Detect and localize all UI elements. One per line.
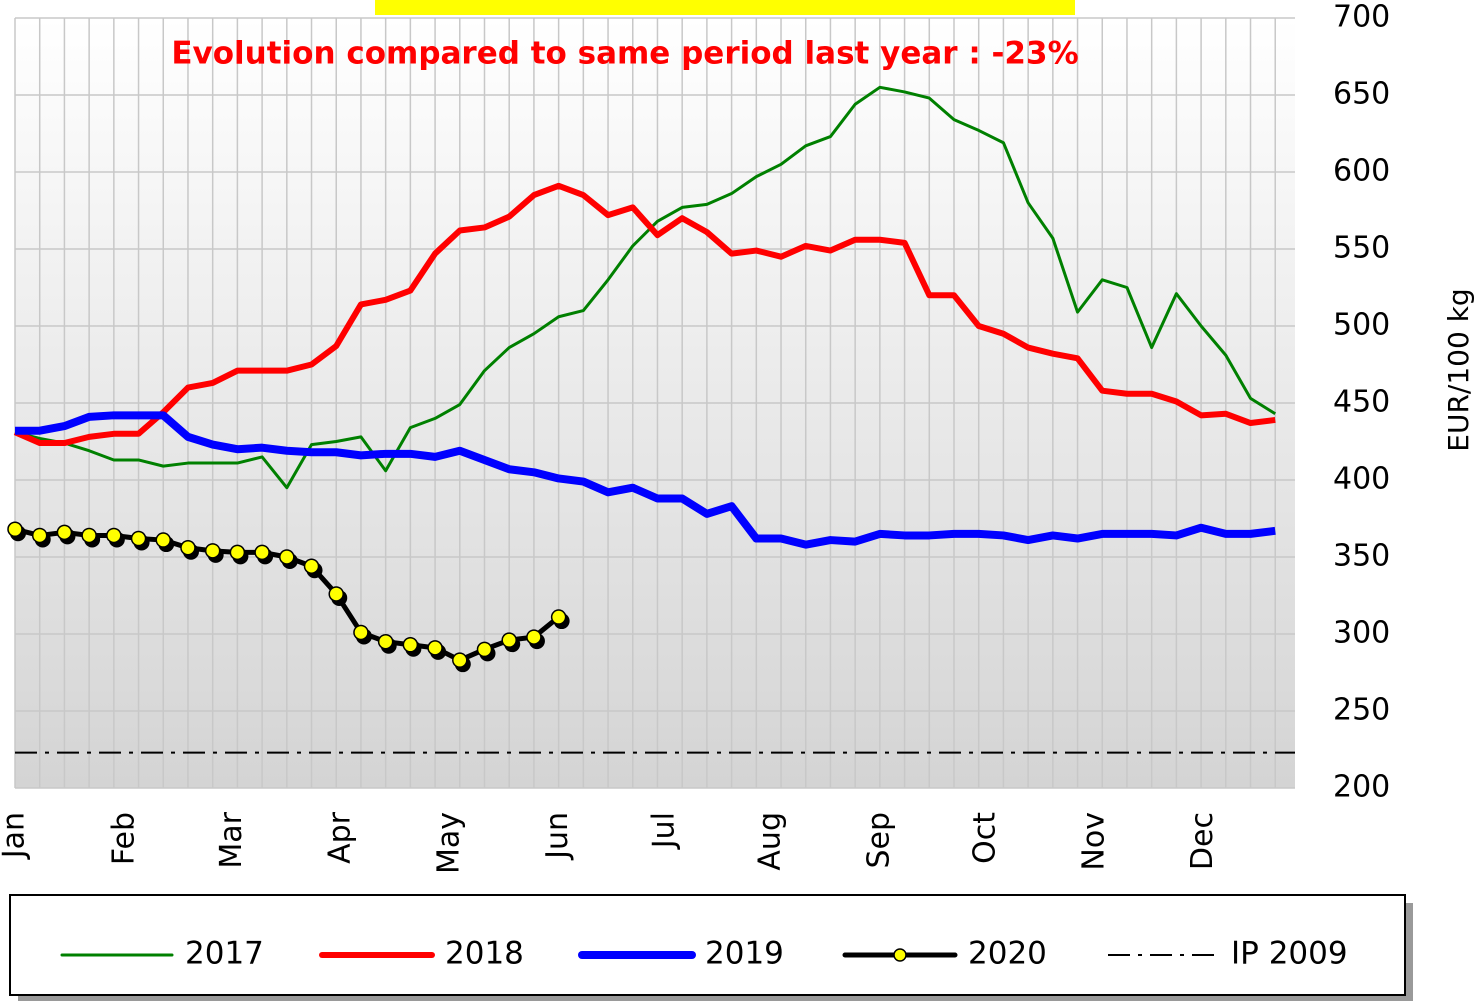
axes: 200 250 300 350 400 450 500 550 600 650 700 Jan Feb M… xyxy=(0,0,1390,874)
legend-items: 2017 2018 2019 2020 IP 2009 xyxy=(60,936,1348,972)
y-tick-label: 250 xyxy=(1333,693,1390,728)
point xyxy=(427,640,443,656)
legend-marker xyxy=(893,948,907,962)
x-tick-label: Jul xyxy=(646,812,681,850)
point xyxy=(81,527,97,544)
y-tick-label: 650 xyxy=(1333,77,1390,112)
y-tick-label: 700 xyxy=(1333,0,1390,35)
series-line xyxy=(15,411,1276,549)
x-tick-label: Dec xyxy=(1185,812,1220,870)
point xyxy=(155,532,172,548)
x-tick-label: Feb xyxy=(106,812,141,865)
grid xyxy=(14,17,1295,789)
point xyxy=(353,624,369,641)
point xyxy=(452,652,468,668)
x-tick-label: Nov xyxy=(1076,812,1111,871)
point xyxy=(526,629,542,645)
legend-label: 2018 xyxy=(445,936,524,972)
point xyxy=(550,609,567,625)
legend-label: IP 2009 xyxy=(1231,936,1348,972)
x-tick-label: Aug xyxy=(753,812,788,871)
legend-label: 2017 xyxy=(185,936,264,972)
point xyxy=(229,544,246,561)
point xyxy=(279,549,295,565)
y-tick-label: 400 xyxy=(1333,462,1390,497)
y-axis-label: EUR/100 kg xyxy=(1442,288,1475,451)
y-tick-label: 300 xyxy=(1333,616,1390,651)
legend-label: 2019 xyxy=(705,936,784,972)
point xyxy=(254,544,270,561)
y-tick-label: 350 xyxy=(1333,539,1390,574)
legend-label: 2020 xyxy=(968,936,1047,972)
subtitle: Evolution compared to same period last y… xyxy=(171,36,1078,72)
point xyxy=(56,524,73,541)
x-tick-label: Mar xyxy=(214,811,249,868)
point xyxy=(106,527,122,544)
point xyxy=(303,558,320,574)
point xyxy=(476,641,493,658)
series-line xyxy=(14,85,1277,490)
point xyxy=(31,527,48,544)
point xyxy=(180,540,196,556)
y-tick-label: 200 xyxy=(1333,770,1390,805)
x-tick-label: May xyxy=(431,812,466,874)
point xyxy=(130,530,147,547)
point xyxy=(377,633,394,650)
x-tick-label: Jan xyxy=(0,812,32,860)
marks xyxy=(7,85,1295,754)
y-tick-label: 600 xyxy=(1333,154,1390,189)
point xyxy=(402,637,419,653)
x-tick-label: Sep xyxy=(861,812,896,869)
y-tick-label: 550 xyxy=(1333,231,1390,266)
y-tick-label: 500 xyxy=(1333,308,1390,343)
point xyxy=(204,543,221,559)
x-tick-label: Jun xyxy=(540,812,575,861)
title-box xyxy=(375,0,1075,15)
series-line xyxy=(13,182,1276,447)
point xyxy=(328,586,344,602)
x-tick-label: Apr xyxy=(323,811,358,864)
x-tick-label: Oct xyxy=(968,812,1003,864)
legend xyxy=(9,894,1406,996)
point xyxy=(501,632,517,648)
point xyxy=(7,521,23,538)
y-tick-label: 450 xyxy=(1333,385,1390,420)
